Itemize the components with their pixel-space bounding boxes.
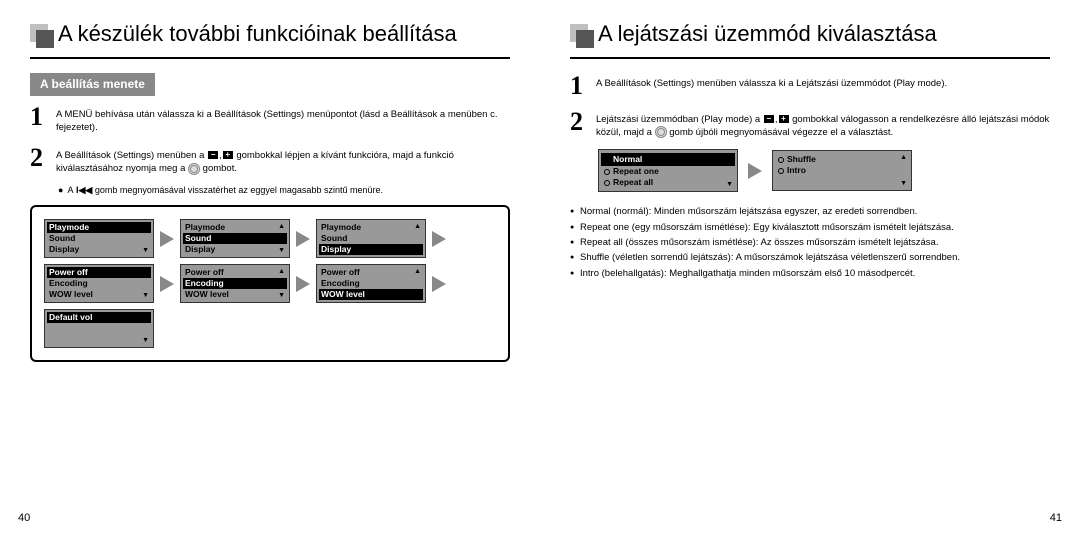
step-number: 2	[570, 109, 588, 140]
title-underline	[570, 57, 1050, 59]
playmode-descriptions: Normal (normál): Minden műsorszám lejáts…	[570, 206, 1050, 280]
menu-diagram: Playmode Sound Display ▲▼ Playmode Sound…	[30, 205, 510, 362]
desc-repeatall: Repeat all (összes műsorszám ismétlése):…	[570, 237, 1050, 249]
step-1-text: A Beállítások (Settings) menüben válassz…	[596, 73, 947, 99]
menu-block: Power off Encoding WOW level ▲▼	[180, 264, 290, 303]
minus-button-icon: −	[764, 115, 774, 123]
prev-button-icon: I◀◀	[76, 185, 92, 197]
menu-block: Default vol ▲▼	[44, 309, 154, 348]
menu-row-top: Playmode Sound Display ▲▼ Playmode Sound…	[44, 219, 496, 258]
page-title-left: A készülék további funkcióinak beállítás…	[30, 20, 510, 49]
section-header: A beállítás menete	[30, 73, 155, 97]
radio-icon	[778, 168, 784, 174]
menu-block: Playmode Sound Display ▲▼	[180, 219, 290, 258]
radio-icon	[604, 180, 610, 186]
minus-button-icon: −	[208, 151, 218, 159]
title-text: A készülék további funkcióinak beállítás…	[58, 21, 457, 46]
step-number: 1	[30, 104, 48, 135]
step-number: 2	[30, 145, 48, 176]
step-2: 2 A Beállítások (Settings) menüben a −,+…	[30, 145, 510, 176]
menu-block: Playmode Sound Display ▲▼	[316, 219, 426, 258]
arrow-right-icon	[296, 276, 310, 292]
step-2-text: Lejátszási üzemmódban (Play mode) a −,+ …	[596, 109, 1050, 140]
arrow-right-icon	[160, 276, 174, 292]
step-number: 1	[570, 73, 588, 99]
left-page: A készülék további funkcióinak beállítás…	[0, 0, 540, 539]
note-bullet: ● A I◀◀ gomb megnyomásával visszatérhet …	[58, 185, 510, 197]
right-page: A lejátszási üzemmód kiválasztása 1 A Be…	[540, 0, 1080, 539]
page-number: 40	[18, 511, 30, 525]
arrow-right-icon	[748, 163, 762, 179]
select-button-icon	[655, 126, 667, 138]
menu-block: Power off Encoding WOW level ▲▼	[44, 264, 154, 303]
select-button-icon	[188, 163, 200, 175]
radio-icon	[604, 169, 610, 175]
plus-button-icon: +	[779, 115, 789, 123]
step-1: 1 A MENÜ behívása után válassza ki a Beá…	[30, 104, 510, 135]
page-title-right: A lejátszási üzemmód kiválasztása	[570, 20, 1050, 49]
desc-intro: Intro (belehallgatás): Meghallgathatja m…	[570, 268, 1050, 280]
radio-selected-icon	[604, 157, 610, 163]
arrow-right-icon	[432, 276, 446, 292]
playmode-block-1: Normal Repeat one Repeat all ▲▼	[598, 149, 738, 192]
title-text: A lejátszási üzemmód kiválasztása	[598, 21, 937, 46]
title-decoration-icon	[570, 20, 594, 52]
arrow-right-icon	[160, 231, 174, 247]
step-2: 2 Lejátszási üzemmódban (Play mode) a −,…	[570, 109, 1050, 140]
plus-button-icon: +	[223, 151, 233, 159]
menu-block: Power off Encoding WOW level ▲▼	[316, 264, 426, 303]
menu-row-mid: Power off Encoding WOW level ▲▼ Power of…	[44, 264, 496, 303]
step-1-text: A MENÜ behívása után válassza ki a Beáll…	[56, 104, 510, 135]
title-decoration-icon	[30, 20, 54, 52]
arrow-right-icon	[432, 231, 446, 247]
arrow-right-icon	[296, 231, 310, 247]
menu-row-bottom: Default vol ▲▼	[44, 309, 496, 348]
playmode-diagram: Normal Repeat one Repeat all ▲▼ Shuffle …	[598, 149, 1050, 192]
desc-shuffle: Shuffle (véletlen sorrendű lejátszás): A…	[570, 252, 1050, 264]
radio-icon	[778, 157, 784, 163]
menu-block: Playmode Sound Display ▲▼	[44, 219, 154, 258]
page-spread: A készülék további funkcióinak beállítás…	[0, 0, 1080, 539]
playmode-block-2: Shuffle Intro ▲▼	[772, 150, 912, 191]
title-underline	[30, 57, 510, 59]
page-number: 41	[1050, 511, 1062, 525]
step-1: 1 A Beállítások (Settings) menüben válas…	[570, 73, 1050, 99]
desc-normal: Normal (normál): Minden műsorszám lejáts…	[570, 206, 1050, 218]
step-2-text: A Beállítások (Settings) menüben a −,+ g…	[56, 145, 510, 176]
desc-repeatone: Repeat one (egy műsorszám ismétlése): Eg…	[570, 222, 1050, 234]
